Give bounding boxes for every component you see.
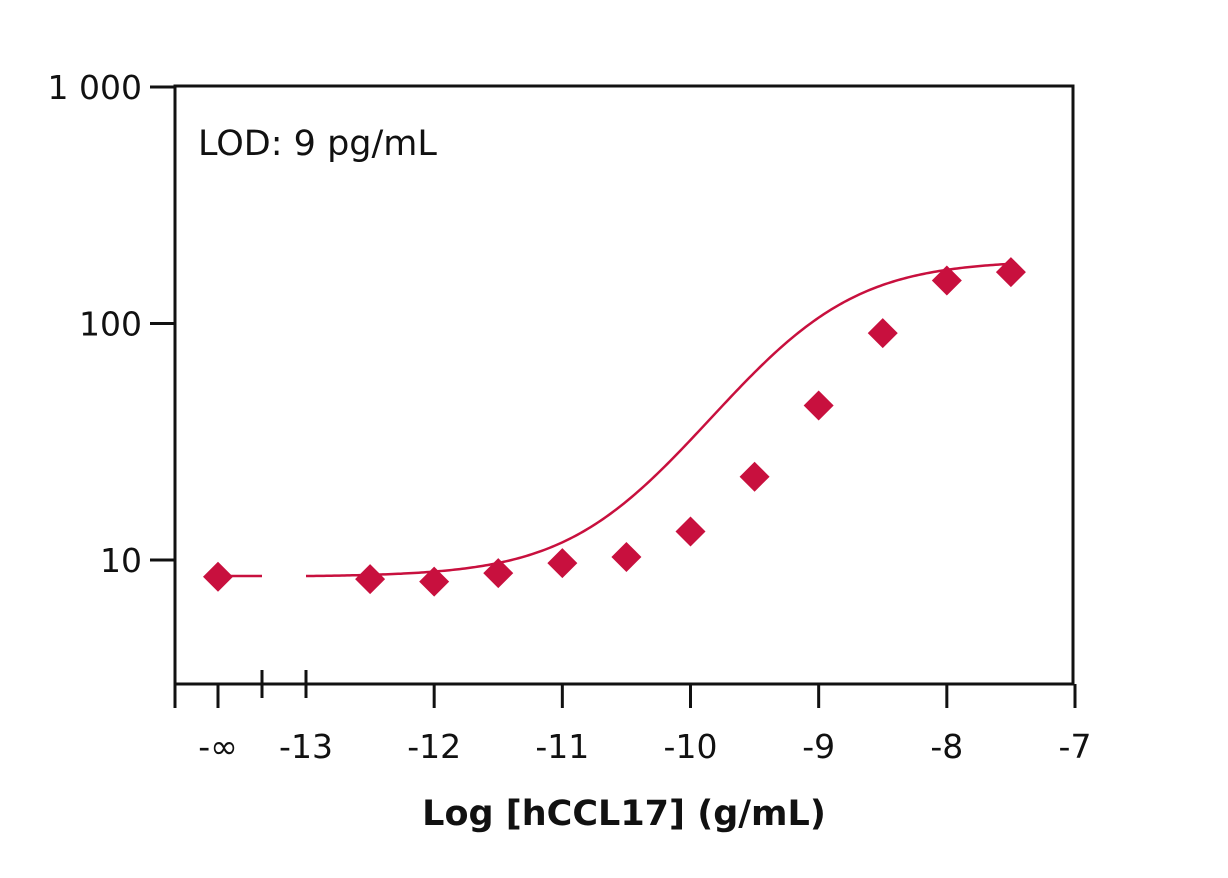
y-axis: 10 100 1 000 (48, 68, 175, 580)
y-tick-label: 100 (79, 305, 142, 344)
x-tick-label: -12 (407, 727, 461, 766)
lod-annotation: LOD: 9 pg/mL (198, 124, 437, 164)
fit-curve-layer (218, 262, 1011, 578)
x-tick-label-neg-infinity: -∞ (198, 727, 237, 766)
data-points-layer (203, 257, 1026, 597)
fit-curve (305, 262, 1011, 578)
x-axis-title: Log [hCCL17] (g/mL) (422, 794, 826, 834)
x-axis: -∞ -13 -12 -11 -10 -9 -8 -7 (173, 670, 1092, 766)
x-tick-label: -11 (535, 727, 589, 766)
data-point (739, 461, 770, 492)
data-point (203, 561, 233, 592)
x-tick-label: -13 (279, 727, 333, 766)
data-point (675, 516, 706, 547)
x-tick-label: -8 (930, 727, 963, 766)
data-point (931, 265, 962, 296)
x-tick-label: -9 (802, 727, 835, 766)
x-tick-label: -7 (1059, 727, 1092, 766)
y-tick-label: 10 (100, 541, 142, 580)
data-point (867, 318, 898, 349)
data-point (355, 564, 386, 595)
data-point (611, 541, 642, 572)
data-point (419, 566, 450, 597)
data-point (547, 548, 578, 579)
data-point (483, 558, 514, 589)
data-point (995, 257, 1026, 288)
plot-frame (173, 84, 1075, 686)
x-tick-label: -10 (664, 727, 718, 766)
y-tick-label: 1 000 (48, 68, 142, 107)
data-point (803, 390, 834, 421)
